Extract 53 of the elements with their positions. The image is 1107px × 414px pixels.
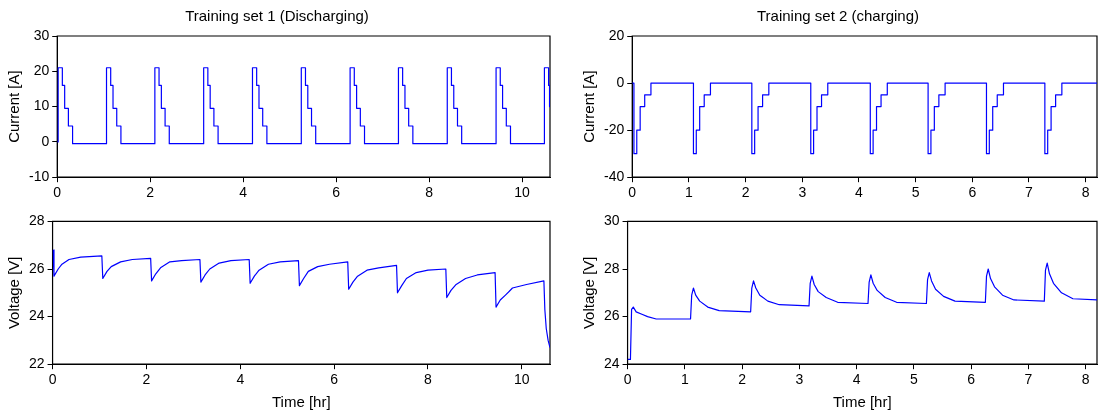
x-tick-label: 6 xyxy=(332,184,341,201)
x-tick-label: 8 xyxy=(425,184,434,201)
x-tick-label: 4 xyxy=(855,184,864,201)
x-tick-label: 7 xyxy=(1024,371,1033,388)
chart-title: Training set 1 (Discharging) xyxy=(185,7,369,25)
y-axis-title: Voltage [V] xyxy=(5,256,23,330)
y-tick-label: 30 xyxy=(603,212,620,229)
x-tick-label: 1 xyxy=(685,184,694,201)
x-tick-label: 4 xyxy=(239,184,248,201)
y-tick-label: 20 xyxy=(608,26,625,43)
y-tick-label: 22 xyxy=(28,355,45,372)
x-tick-label: 8 xyxy=(1081,371,1090,388)
y-axis-title: Current [A] xyxy=(580,70,598,143)
x-axis-title: Time [hr] xyxy=(832,393,892,411)
x-tick-label: 5 xyxy=(909,371,918,388)
y-tick-label: 26 xyxy=(28,259,45,276)
x-tick-label: 3 xyxy=(795,371,804,388)
y-tick-label: 28 xyxy=(603,259,620,276)
y-tick-label: 30 xyxy=(33,26,50,43)
x-axis-title: Time [hr] xyxy=(271,393,331,411)
y-tick-label: 0 xyxy=(616,73,625,90)
y-tick-label: 24 xyxy=(28,307,45,324)
x-tick-label: 0 xyxy=(53,184,62,201)
x-tick-label: 4 xyxy=(852,371,861,388)
x-tick-label: 5 xyxy=(911,184,920,201)
x-tick-label: 1 xyxy=(680,371,689,388)
x-tick-label: 8 xyxy=(1081,184,1090,201)
x-tick-label: 2 xyxy=(146,184,155,201)
y-tick-label: 0 xyxy=(41,132,50,149)
x-tick-label: 2 xyxy=(741,184,750,201)
x-tick-label: 3 xyxy=(798,184,807,201)
chart-title: Training set 2 (charging) xyxy=(756,7,920,25)
x-tick-label: 0 xyxy=(628,184,637,201)
x-tick-label: 6 xyxy=(967,371,976,388)
x-tick-label: 6 xyxy=(330,371,339,388)
x-tick-label: 6 xyxy=(968,184,977,201)
x-tick-label: 10 xyxy=(514,371,530,388)
y-tick-label: 24 xyxy=(603,355,620,372)
y-tick-label: -40 xyxy=(604,168,625,185)
y-tick-label: -20 xyxy=(604,120,625,137)
x-tick-label: 4 xyxy=(236,371,245,388)
y-tick-label: -10 xyxy=(29,168,50,185)
x-tick-label: 10 xyxy=(514,184,531,201)
x-tick-label: 2 xyxy=(738,371,747,388)
y-tick-label: 26 xyxy=(603,307,620,324)
y-axis-title: Voltage [V] xyxy=(580,256,598,330)
y-tick-label: 28 xyxy=(28,212,45,229)
x-tick-label: 7 xyxy=(1025,184,1034,201)
x-tick-label: 2 xyxy=(142,371,151,388)
y-tick-label: 20 xyxy=(33,62,50,79)
y-axis-title: Current [A] xyxy=(5,70,23,143)
x-tick-label: 8 xyxy=(424,371,433,388)
y-tick-label: 10 xyxy=(33,97,50,114)
